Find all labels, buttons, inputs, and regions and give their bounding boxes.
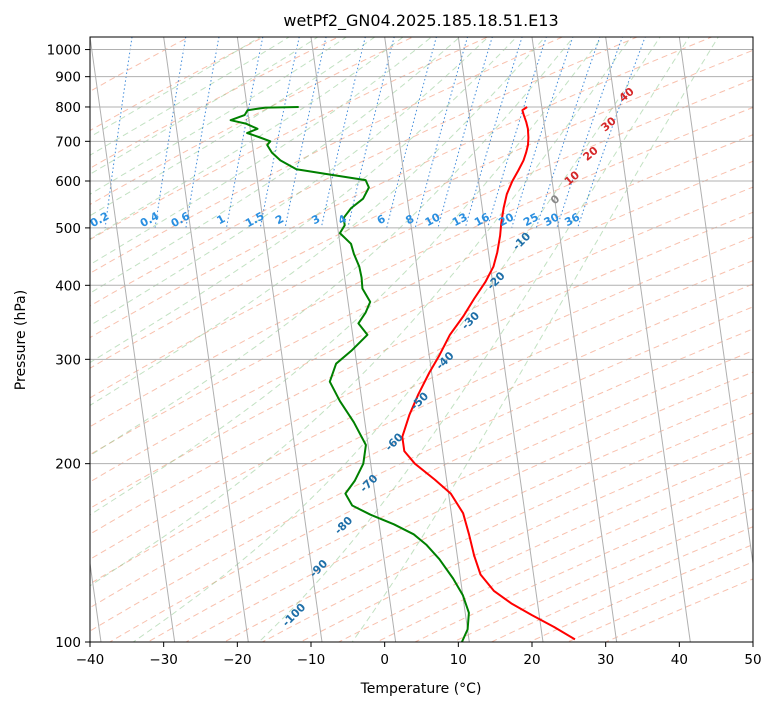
x-tick-label: 50 <box>744 652 761 668</box>
series-line <box>229 106 470 642</box>
moist-adiabat <box>90 37 489 327</box>
dry-adiabat <box>90 160 753 483</box>
dry-adiabat <box>90 283 753 609</box>
dry-adiabat <box>108 328 753 642</box>
x-tick-label: 10 <box>450 652 467 668</box>
y-tick-label: 900 <box>55 70 81 86</box>
x-tick-label: −30 <box>149 652 178 668</box>
x-axis-label: Temperature (°C) <box>360 681 482 697</box>
dry-adiabat <box>90 260 753 585</box>
isotherm-line <box>531 37 618 642</box>
dry-adiabat <box>223 392 753 642</box>
moist-adiabat <box>90 37 433 266</box>
isotherm-line <box>90 37 176 642</box>
mixing-ratio-label: 10 <box>423 210 443 229</box>
y-tick-label: 200 <box>55 457 81 473</box>
y-tick-label: 600 <box>55 174 81 190</box>
y-tick-label: 300 <box>55 352 81 368</box>
dry-adiabat <box>90 37 415 206</box>
mixing-ratio-label: 13 <box>450 210 470 229</box>
chart-title: wetPf2_GN04.2025.185.18.51.E13 <box>283 11 558 31</box>
isotherm-line <box>384 37 470 642</box>
mixing-ratio-label: 20 <box>496 210 516 229</box>
x-tick-label: −40 <box>76 652 105 668</box>
mixing-ratio-label: 16 <box>472 210 492 229</box>
y-tick-label: 700 <box>55 134 81 150</box>
moist-adiabat <box>90 37 518 364</box>
moist-adiabat <box>90 37 603 516</box>
y-axis-label: Pressure (hPa) <box>13 290 29 390</box>
profile-series <box>229 106 576 642</box>
y-axis-ticks: 100 200 300 400 500 600 700 800 900 1000 <box>47 43 90 651</box>
dry-adiabat <box>90 134 753 456</box>
mixing-ratio-label: 36 <box>562 210 582 229</box>
x-tick-label: 20 <box>523 652 540 668</box>
mixing-ratio-label: 30 <box>542 210 562 229</box>
isotherm-line <box>457 37 544 642</box>
x-tick-label: −20 <box>223 652 252 668</box>
dry-adiabat <box>90 306 753 632</box>
isotherm-line <box>678 37 753 568</box>
isotherm-gridlines <box>90 37 753 642</box>
moist-adiabat <box>90 37 262 138</box>
dry-adiabat <box>90 78 753 399</box>
y-tick-label: 400 <box>55 278 81 294</box>
series-line <box>401 106 576 641</box>
dry-adiabat <box>261 412 753 642</box>
y-tick-label: 1000 <box>47 43 81 59</box>
isotherm-line <box>163 37 249 642</box>
y-tick-label: 800 <box>55 100 81 116</box>
dry-adiabat <box>185 371 753 642</box>
x-axis-ticks: −40 −30 −20 −10 0 10 20 30 40 50 <box>76 642 762 668</box>
dry-adiabat <box>90 106 753 428</box>
moist-adiabat <box>132 37 661 642</box>
isotherm-line <box>605 37 691 642</box>
dry-adiabat <box>90 49 753 369</box>
moist-adiabat <box>90 37 575 457</box>
dry-adiabat <box>375 471 753 642</box>
dry-adiabat <box>413 489 753 642</box>
moist-adiabat <box>258 37 690 642</box>
y-tick-label: 100 <box>55 635 81 651</box>
dry-adiabat <box>90 37 340 169</box>
plot-frame <box>89 36 754 643</box>
mixing-ratio-label: 25 <box>521 210 541 229</box>
dry-adiabats <box>90 37 753 642</box>
x-tick-label: −10 <box>297 652 326 668</box>
x-tick-label: 30 <box>597 652 614 668</box>
isotherm-line <box>310 37 397 642</box>
isobar-gridlines <box>90 49 753 642</box>
dry-adiabat <box>90 37 713 339</box>
moist-adiabat <box>351 37 719 642</box>
dry-adiabat <box>90 37 639 307</box>
dry-adiabat <box>528 543 753 642</box>
moist-adiabat <box>90 37 461 294</box>
x-tick-label: 40 <box>671 652 688 668</box>
moist-adiabat <box>90 37 291 156</box>
isotherm-line <box>236 37 323 642</box>
moist-adiabat <box>90 37 404 240</box>
x-tick-label: 0 <box>380 652 389 668</box>
moist-adiabat <box>90 37 376 217</box>
dry-adiabat <box>90 186 753 509</box>
y-tick-label: 500 <box>55 221 81 237</box>
moist-adiabat <box>90 37 546 406</box>
